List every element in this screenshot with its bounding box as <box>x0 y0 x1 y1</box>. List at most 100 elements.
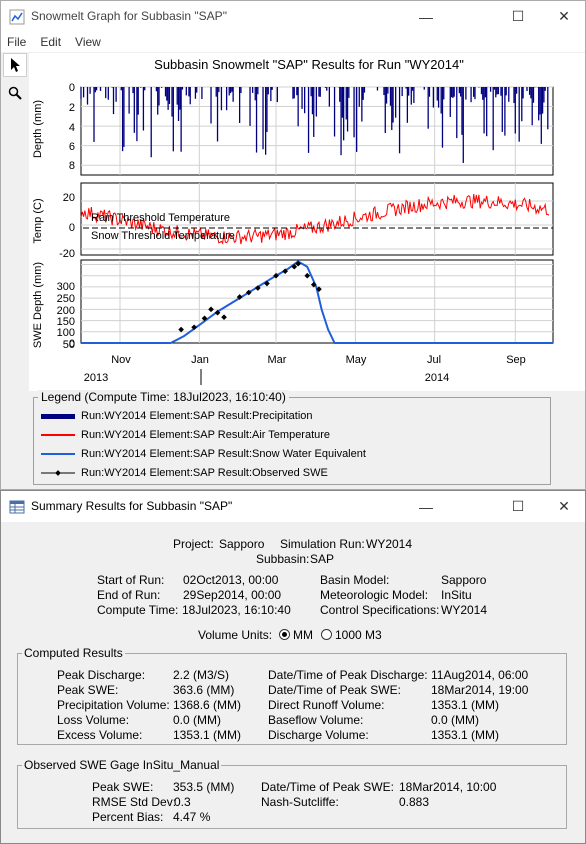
observed-swe-title: Observed SWE Gage InSitu_Manual <box>22 758 222 772</box>
snowmelt-graph-window: Snowmelt Graph for Subbasin "SAP" — ☐ ✕ … <box>0 0 586 490</box>
x-tick-jul: Jul <box>427 354 441 366</box>
simrun-label: Simulation Run: <box>280 537 365 551</box>
result-value: 1368.6 (MM) <box>173 698 242 712</box>
result-label: Direct Runoff Volume: <box>268 698 385 712</box>
units-mm-radio[interactable]: MM <box>279 628 313 642</box>
met-value: InSitu <box>441 588 472 602</box>
swe-line <box>81 260 553 344</box>
result-value: 0.0 (MM) <box>173 713 221 727</box>
obs-bias-value: 4.47 % <box>173 810 211 824</box>
depth-tick: 6 <box>69 141 75 153</box>
result-value: 0.0 (MM) <box>431 713 479 727</box>
window-title: Summary Results for Subbasin "SAP" <box>31 499 233 513</box>
legend-swatch <box>41 453 75 455</box>
chart-app-icon <box>9 9 25 25</box>
met-label: Meteorologic Model: <box>320 588 429 602</box>
title-bar: Summary Results for Subbasin "SAP" — ☐ ✕ <box>1 491 585 522</box>
menu-edit[interactable]: Edit <box>40 35 62 49</box>
legend-item-precipitation: Run:WY2014 Element:SAP Result:Precipitat… <box>41 409 313 423</box>
title-bar: Snowmelt Graph for Subbasin "SAP" — ☐ ✕ <box>1 1 585 32</box>
chart-title: Subbasin Snowmelt "SAP" Results for Run … <box>154 57 464 72</box>
temp-axis-label: Temp (C) <box>32 198 44 243</box>
result-value: 363.6 (MM) <box>173 683 235 697</box>
compute-label: Compute Time: <box>97 603 179 617</box>
x-year-2014: 2014 <box>425 372 449 384</box>
obs-rmse-value: 0.3 <box>174 795 191 809</box>
observed-swe-point <box>221 314 227 321</box>
x-tick-sep: Sep <box>506 354 526 366</box>
control-label: Control Specifications: <box>320 603 440 617</box>
units-mm-label: MM <box>293 628 313 642</box>
observed-swe-point <box>208 306 214 313</box>
result-label: Excess Volume: <box>57 728 143 742</box>
maximize-button[interactable]: ☐ <box>511 498 525 514</box>
result-label: Loss Volume: <box>57 713 130 727</box>
maximize-button[interactable]: ☐ <box>511 8 525 24</box>
tool-strip <box>3 53 29 109</box>
obs-bias-label: Percent Bias: <box>92 810 164 824</box>
legend-item-temperature: Run:WY2014 Element:SAP Result:Air Temper… <box>41 428 330 442</box>
depth-tick: 4 <box>69 122 75 134</box>
temp-tick: 20 <box>63 192 75 204</box>
computed-results-title: Computed Results <box>22 646 125 660</box>
window-title: Snowmelt Graph for Subbasin "SAP" <box>31 9 227 23</box>
x-tick-jan: Jan <box>191 354 209 366</box>
summary-results-window: Summary Results for Subbasin "SAP" — ☐ ✕… <box>0 490 586 844</box>
panel-frame-swe <box>80 259 554 344</box>
depth-tick: 0 <box>69 82 75 94</box>
swe-tick: 250 <box>57 293 75 305</box>
minimize-button[interactable]: — <box>419 498 433 515</box>
legend-label: Run:WY2014 Element:SAP Result:Observed S… <box>81 467 328 479</box>
obs-peak-label: Peak SWE: <box>92 780 154 794</box>
observed-swe-point <box>214 309 221 316</box>
zoom-tool[interactable] <box>3 81 27 105</box>
units-label: Volume Units: <box>198 628 273 642</box>
legend-title: Legend (Compute Time: 18Jul2023, 16:10:4… <box>38 390 289 404</box>
minimize-button[interactable]: — <box>419 8 433 25</box>
menu-view[interactable]: View <box>75 35 101 49</box>
units-m3-radio[interactable]: 1000 M3 <box>321 628 382 642</box>
observed-swe-point <box>255 285 261 291</box>
observed-swe-point <box>282 268 288 275</box>
result-value: 1353.1 (MM) <box>431 698 500 712</box>
observed-swe-point <box>304 272 311 279</box>
close-button[interactable]: ✕ <box>558 8 570 24</box>
subbasin-label: Subbasin: <box>256 552 310 566</box>
depth-axis-label: Depth (mm) <box>32 100 44 158</box>
result-label: Baseflow Volume: <box>268 713 364 727</box>
start-label: Start of Run: <box>97 573 165 587</box>
x-year-2013: 2013 <box>84 372 108 384</box>
swe-tick: 0 <box>69 338 75 350</box>
legend-swatch <box>41 413 75 419</box>
subbasin-value: SAP <box>310 552 335 566</box>
result-value: 1353.1 (MM) <box>173 728 242 742</box>
start-value: 02Oct2013, 00:00 <box>183 573 279 587</box>
radio-selected-icon <box>279 629 290 640</box>
menu-file[interactable]: File <box>7 35 27 49</box>
result-value: 2.2 (M3/S) <box>173 668 230 682</box>
menu-bar: File Edit View <box>1 32 585 52</box>
project-label: Project: <box>173 537 214 551</box>
result-label: Date/Time of Peak Discharge: <box>268 668 428 682</box>
swe-tick: 100 <box>57 327 75 339</box>
end-value: 29Sep2014, 00:00 <box>183 588 282 602</box>
result-value: 11Aug2014, 06:00 <box>431 668 529 682</box>
observed-swe-point <box>264 280 270 287</box>
result-label: Precipitation Volume: <box>57 698 170 712</box>
obs-peak-dt-label: Date/Time of Peak SWE: <box>261 780 394 794</box>
swe-tick: 150 <box>57 316 75 328</box>
magnifier-icon <box>8 86 22 100</box>
obs-peak-dt-value: 18Mar2014, 10:00 <box>399 780 497 794</box>
observed-swe-group <box>17 765 567 829</box>
legend-swatch <box>41 434 75 436</box>
observed-swe-point <box>291 263 298 270</box>
result-label: Discharge Volume: <box>268 728 369 742</box>
plot-area: Subbasin Snowmelt "SAP" Results for Run … <box>29 53 585 391</box>
result-label: Date/Time of Peak SWE: <box>268 683 401 697</box>
temperature-line <box>80 193 550 245</box>
temp-tick: 0 <box>69 222 75 234</box>
close-button[interactable]: ✕ <box>558 498 570 514</box>
pointer-tool[interactable] <box>3 53 27 77</box>
legend-item-swe: Run:WY2014 Element:SAP Result:Snow Water… <box>41 447 366 461</box>
result-value: 1353.1 (MM) <box>431 728 500 742</box>
